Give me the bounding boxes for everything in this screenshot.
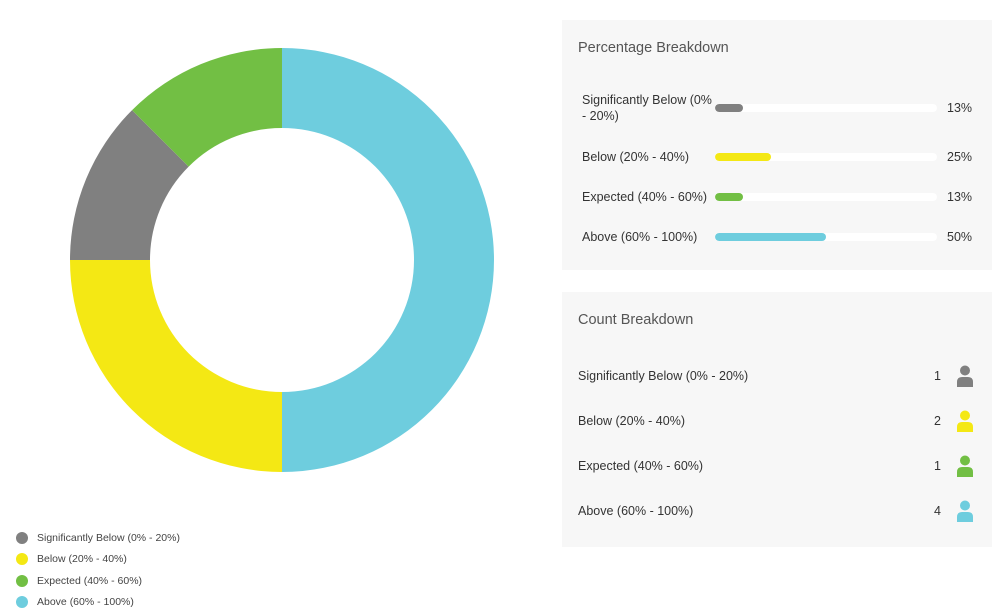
donut-chart xyxy=(70,48,494,472)
progress-fill xyxy=(715,193,743,201)
count-row-label: Above (60% - 100%) xyxy=(578,504,694,518)
slice-significantly-below[interactable] xyxy=(70,110,189,261)
count-breakdown-card: Count Breakdown Significantly Below (0% … xyxy=(562,292,992,547)
slice-above[interactable] xyxy=(282,48,494,472)
percentage-row: Significantly Below (0% - 20%) 13% xyxy=(582,90,982,126)
legend-dot xyxy=(16,531,28,544)
person-icon xyxy=(957,365,973,387)
legend-item-below[interactable]: Below (20% - 40%) xyxy=(16,549,180,571)
percentage-row: Expected (40% - 60%) 13% xyxy=(582,179,982,215)
count-row-value: 4 xyxy=(934,504,941,518)
count-row-value: 1 xyxy=(934,369,941,383)
progress-fill xyxy=(715,233,826,241)
percentage-row-label: Expected (40% - 60%) xyxy=(582,190,708,204)
legend-label: Expected (40% - 60%) xyxy=(37,574,143,587)
count-row-value: 2 xyxy=(934,414,941,428)
count-row-label: Significantly Below (0% - 20%) xyxy=(578,369,749,383)
legend-label: Above (60% - 100%) xyxy=(37,596,134,609)
progress-fill xyxy=(715,104,743,112)
count-breakdown-title: Count Breakdown xyxy=(578,312,694,328)
count-row: Significantly Below (0% - 20%) 1 xyxy=(578,361,978,391)
percentage-row-value: 13% xyxy=(947,190,973,204)
count-row-label: Expected (40% - 60%) xyxy=(578,459,704,473)
progress-track xyxy=(715,153,937,161)
percentage-row: Above (60% - 100%) 50% xyxy=(582,219,982,255)
legend-dot xyxy=(16,596,28,609)
percentage-breakdown-title: Percentage Breakdown xyxy=(578,40,729,56)
slice-below[interactable] xyxy=(70,260,282,472)
percentage-row-label: Above (60% - 100%) xyxy=(582,230,698,244)
legend-item-above[interactable]: Above (60% - 100%) xyxy=(16,592,180,613)
count-row-value: 1 xyxy=(934,459,941,473)
legend-label: Below (20% - 40%) xyxy=(37,553,127,566)
percentage-row: Below (20% - 40%) 25% xyxy=(582,139,982,175)
legend-item-significantly-below[interactable]: Significantly Below (0% - 20%) xyxy=(16,527,180,549)
progress-track xyxy=(715,104,937,112)
percentage-row-label: Significantly Below (0% - 20%) xyxy=(582,93,712,123)
legend-item-expected[interactable]: Expected (40% - 60%) xyxy=(16,570,180,592)
progress-track xyxy=(715,233,937,241)
percentage-breakdown-card: Percentage Breakdown Significantly Below… xyxy=(562,20,992,270)
count-row: Below (20% - 40%) 2 xyxy=(578,406,978,436)
percentage-row-value: 13% xyxy=(947,101,973,115)
progress-fill xyxy=(715,153,771,161)
slice-expected[interactable] xyxy=(132,48,282,167)
percentage-row-value: 50% xyxy=(947,230,973,244)
chart-legend: Significantly Below (0% - 20%) Below (20… xyxy=(16,527,180,613)
person-icon xyxy=(957,500,973,522)
count-row-label: Below (20% - 40%) xyxy=(578,414,685,428)
percentage-row-value: 25% xyxy=(947,150,973,164)
legend-dot xyxy=(16,553,28,566)
percentage-row-label: Below (20% - 40%) xyxy=(582,150,689,164)
person-icon xyxy=(957,455,973,477)
count-row: Expected (40% - 60%) 1 xyxy=(578,451,978,481)
legend-label: Significantly Below (0% - 20%) xyxy=(37,531,180,544)
person-icon xyxy=(957,410,973,432)
count-row: Above (60% - 100%) 4 xyxy=(578,496,978,526)
legend-dot xyxy=(16,574,28,587)
progress-track xyxy=(715,193,937,201)
